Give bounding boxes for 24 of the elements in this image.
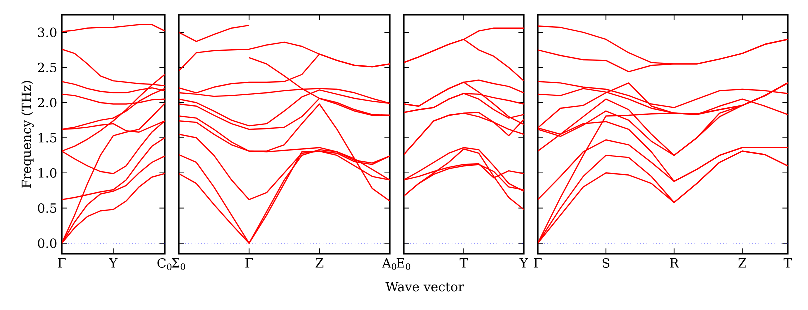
x-tick-label: C$_{0}$: [158, 258, 172, 270]
x-tick-label: T: [784, 258, 792, 268]
x-axis-title: Wave vector: [386, 282, 464, 292]
x-tick-label: E$_{0}$: [396, 258, 411, 270]
x-tick-label: S: [602, 258, 610, 268]
y-tick-label: 0.0: [38, 238, 57, 248]
x-tick-label: Γ: [246, 258, 254, 268]
x-tick-label: Z: [738, 258, 746, 268]
y-tick-label: 1.5: [38, 133, 57, 143]
y-axis-title: Frequency (THz): [22, 81, 34, 188]
x-tick-label: T: [460, 258, 468, 268]
x-tick-label: Σ$_{0}$: [172, 258, 186, 270]
x-tick-label: Γ: [534, 258, 542, 268]
y-tick-label: 1.0: [38, 168, 57, 178]
x-tick-label: Γ: [58, 258, 66, 268]
x-tick-label: Y: [109, 258, 118, 268]
x-tick-label: A$_{0}$: [382, 258, 396, 270]
y-tick-label: 2.0: [38, 98, 57, 108]
y-tick-label: 0.5: [38, 204, 57, 214]
y-tick-label: 3.0: [38, 28, 57, 38]
y-tick-label: 2.5: [38, 62, 57, 73]
x-tick-label: R: [670, 258, 680, 268]
x-tick-label: Z: [316, 258, 324, 268]
x-tick-label: Y: [520, 258, 528, 268]
